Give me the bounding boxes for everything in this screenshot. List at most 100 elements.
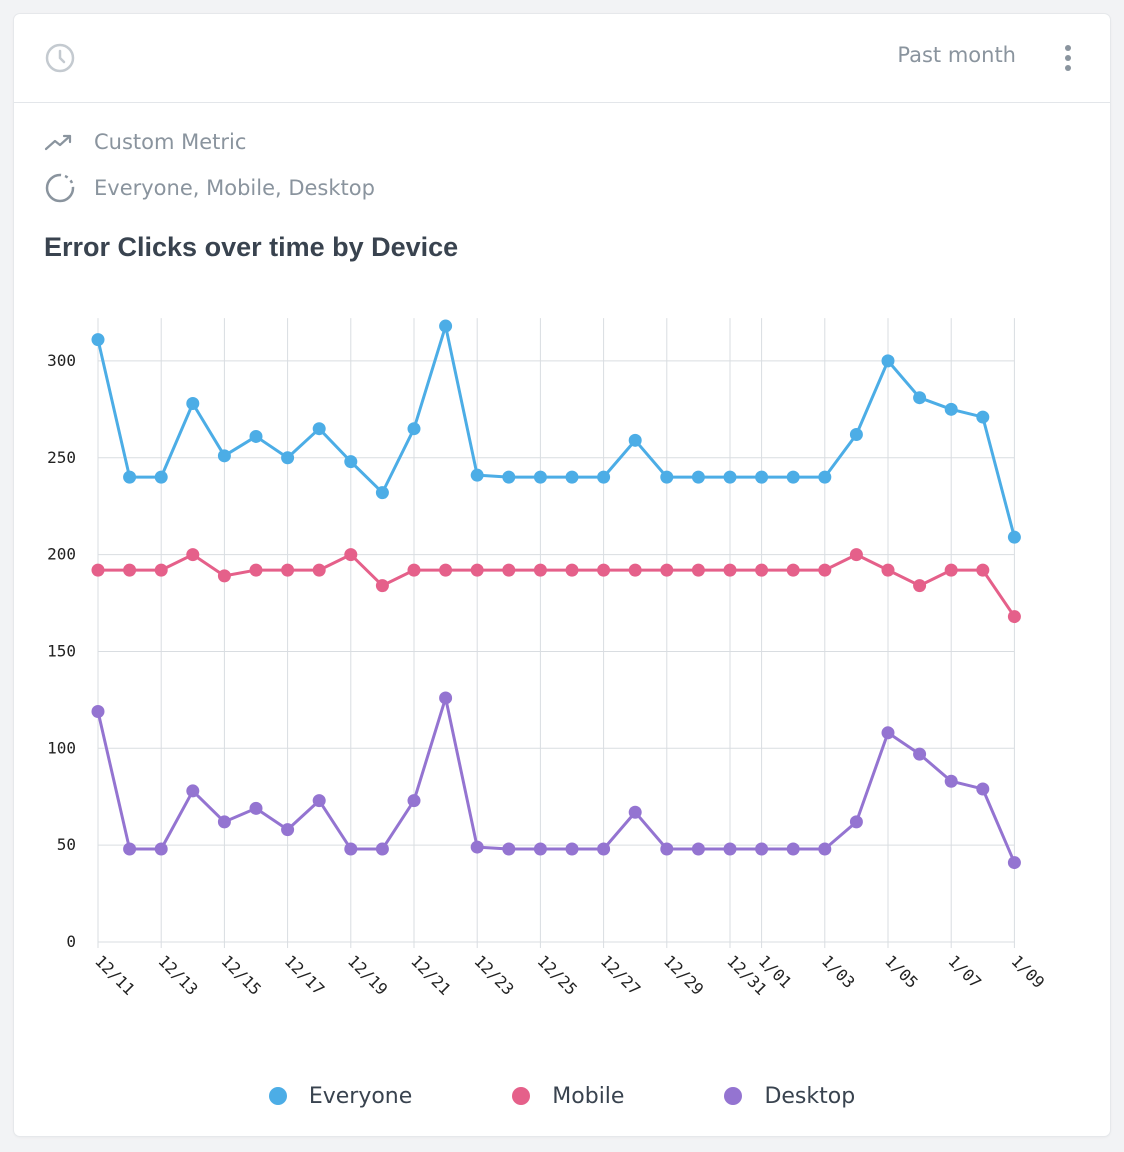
data-point-mobile[interactable] bbox=[217, 569, 231, 583]
data-point-everyone[interactable] bbox=[849, 428, 863, 442]
data-point-desktop[interactable] bbox=[154, 842, 168, 856]
data-point-mobile[interactable] bbox=[312, 563, 326, 577]
data-point-desktop[interactable] bbox=[407, 794, 421, 808]
data-point-everyone[interactable] bbox=[533, 470, 547, 484]
data-point-everyone[interactable] bbox=[502, 470, 516, 484]
data-point-desktop[interactable] bbox=[91, 704, 105, 718]
data-point-mobile[interactable] bbox=[154, 563, 168, 577]
data-point-everyone[interactable] bbox=[691, 470, 705, 484]
data-point-mobile[interactable] bbox=[344, 548, 358, 562]
date-range-label[interactable]: Past month bbox=[897, 43, 1016, 67]
data-point-desktop[interactable] bbox=[281, 823, 295, 837]
data-point-mobile[interactable] bbox=[439, 563, 453, 577]
data-point-desktop[interactable] bbox=[660, 842, 674, 856]
data-point-mobile[interactable] bbox=[281, 563, 295, 577]
data-point-mobile[interactable] bbox=[976, 563, 990, 577]
data-point-mobile[interactable] bbox=[533, 563, 547, 577]
data-point-everyone[interactable] bbox=[154, 470, 168, 484]
data-point-desktop[interactable] bbox=[755, 842, 769, 856]
data-point-desktop[interactable] bbox=[533, 842, 547, 856]
data-point-desktop[interactable] bbox=[249, 801, 263, 815]
data-point-mobile[interactable] bbox=[691, 563, 705, 577]
data-point-mobile[interactable] bbox=[186, 548, 200, 562]
data-point-everyone[interactable] bbox=[344, 455, 358, 469]
data-point-mobile[interactable] bbox=[660, 563, 674, 577]
data-point-everyone[interactable] bbox=[312, 422, 326, 436]
data-point-desktop[interactable] bbox=[1007, 856, 1021, 870]
more-vertical-icon[interactable] bbox=[1058, 42, 1078, 74]
data-point-mobile[interactable] bbox=[913, 579, 927, 593]
series-line-desktop bbox=[96, 696, 1016, 865]
legend-item-desktop[interactable]: Desktop bbox=[724, 1084, 855, 1109]
data-point-desktop[interactable] bbox=[944, 774, 958, 788]
legend-item-everyone[interactable]: Everyone bbox=[268, 1084, 412, 1109]
data-point-mobile[interactable] bbox=[91, 563, 105, 577]
data-point-everyone[interactable] bbox=[881, 354, 895, 368]
data-point-everyone[interactable] bbox=[249, 429, 263, 443]
data-point-mobile[interactable] bbox=[123, 563, 137, 577]
data-point-desktop[interactable] bbox=[565, 842, 579, 856]
data-point-desktop[interactable] bbox=[628, 805, 642, 819]
data-point-desktop[interactable] bbox=[597, 842, 611, 856]
data-point-mobile[interactable] bbox=[407, 563, 421, 577]
data-point-mobile[interactable] bbox=[818, 563, 832, 577]
data-point-mobile[interactable] bbox=[849, 548, 863, 562]
data-point-everyone[interactable] bbox=[470, 468, 484, 482]
data-point-desktop[interactable] bbox=[786, 842, 800, 856]
data-point-mobile[interactable] bbox=[375, 579, 389, 593]
data-point-everyone[interactable] bbox=[375, 486, 389, 500]
data-point-everyone[interactable] bbox=[1007, 530, 1021, 544]
data-point-everyone[interactable] bbox=[628, 433, 642, 447]
data-point-mobile[interactable] bbox=[881, 563, 895, 577]
data-point-everyone[interactable] bbox=[723, 470, 737, 484]
data-point-mobile[interactable] bbox=[470, 563, 484, 577]
data-point-mobile[interactable] bbox=[755, 563, 769, 577]
legend-item-mobile[interactable]: Mobile bbox=[512, 1084, 624, 1109]
data-point-desktop[interactable] bbox=[502, 842, 516, 856]
data-point-desktop[interactable] bbox=[312, 794, 326, 808]
data-point-desktop[interactable] bbox=[344, 842, 358, 856]
data-point-everyone[interactable] bbox=[755, 470, 769, 484]
data-point-mobile[interactable] bbox=[1007, 610, 1021, 624]
data-point-mobile[interactable] bbox=[786, 563, 800, 577]
data-point-desktop[interactable] bbox=[849, 815, 863, 829]
data-point-desktop[interactable] bbox=[470, 840, 484, 854]
data-point-everyone[interactable] bbox=[976, 410, 990, 424]
data-point-everyone[interactable] bbox=[818, 470, 832, 484]
data-point-desktop[interactable] bbox=[186, 784, 200, 798]
data-point-everyone[interactable] bbox=[407, 422, 421, 436]
data-point-everyone[interactable] bbox=[944, 402, 958, 416]
data-point-desktop[interactable] bbox=[913, 747, 927, 761]
data-point-everyone[interactable] bbox=[91, 333, 105, 347]
data-point-desktop[interactable] bbox=[723, 842, 737, 856]
data-point-everyone[interactable] bbox=[281, 451, 295, 465]
data-point-desktop[interactable] bbox=[375, 842, 389, 856]
data-point-mobile[interactable] bbox=[723, 563, 737, 577]
segment-circle-icon bbox=[44, 172, 78, 204]
data-point-everyone[interactable] bbox=[186, 397, 200, 411]
clock-icon[interactable] bbox=[44, 42, 76, 74]
data-point-desktop[interactable] bbox=[976, 782, 990, 796]
data-point-mobile[interactable] bbox=[628, 563, 642, 577]
series-line-mobile bbox=[96, 553, 1016, 619]
data-point-desktop[interactable] bbox=[123, 842, 137, 856]
data-point-desktop[interactable] bbox=[217, 815, 231, 829]
data-point-everyone[interactable] bbox=[913, 391, 927, 405]
data-point-everyone[interactable] bbox=[565, 470, 579, 484]
data-point-mobile[interactable] bbox=[597, 563, 611, 577]
data-point-everyone[interactable] bbox=[439, 319, 453, 333]
data-point-everyone[interactable] bbox=[597, 470, 611, 484]
data-point-everyone[interactable] bbox=[123, 470, 137, 484]
data-point-desktop[interactable] bbox=[439, 691, 453, 705]
data-point-mobile[interactable] bbox=[944, 563, 958, 577]
data-point-mobile[interactable] bbox=[565, 563, 579, 577]
x-tick-label: 1/05 bbox=[881, 951, 922, 992]
data-point-mobile[interactable] bbox=[502, 563, 516, 577]
data-point-desktop[interactable] bbox=[818, 842, 832, 856]
data-point-everyone[interactable] bbox=[217, 449, 231, 463]
data-point-everyone[interactable] bbox=[660, 470, 674, 484]
data-point-everyone[interactable] bbox=[786, 470, 800, 484]
data-point-desktop[interactable] bbox=[691, 842, 705, 856]
data-point-desktop[interactable] bbox=[881, 726, 895, 740]
data-point-mobile[interactable] bbox=[249, 563, 263, 577]
